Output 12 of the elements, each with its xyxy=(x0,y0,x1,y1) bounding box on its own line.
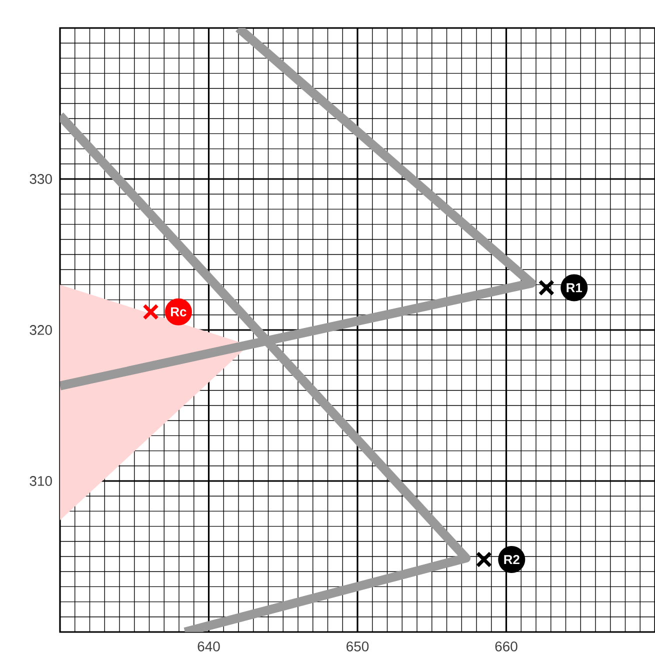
point xyxy=(538,280,555,296)
series-label: R2 xyxy=(504,554,520,564)
x-tick-label: 650 xyxy=(346,642,369,652)
y-tick-label: 320 xyxy=(30,325,52,335)
series-label: Rc xyxy=(171,307,186,316)
y-tick-label: 310 xyxy=(30,476,52,486)
point xyxy=(476,551,492,568)
y-tick-label: 330 xyxy=(30,174,52,184)
x-tick-label: 660 xyxy=(495,642,518,652)
point xyxy=(142,304,159,320)
x-tick-label: 640 xyxy=(198,642,220,652)
series-label: R1 xyxy=(566,283,582,292)
